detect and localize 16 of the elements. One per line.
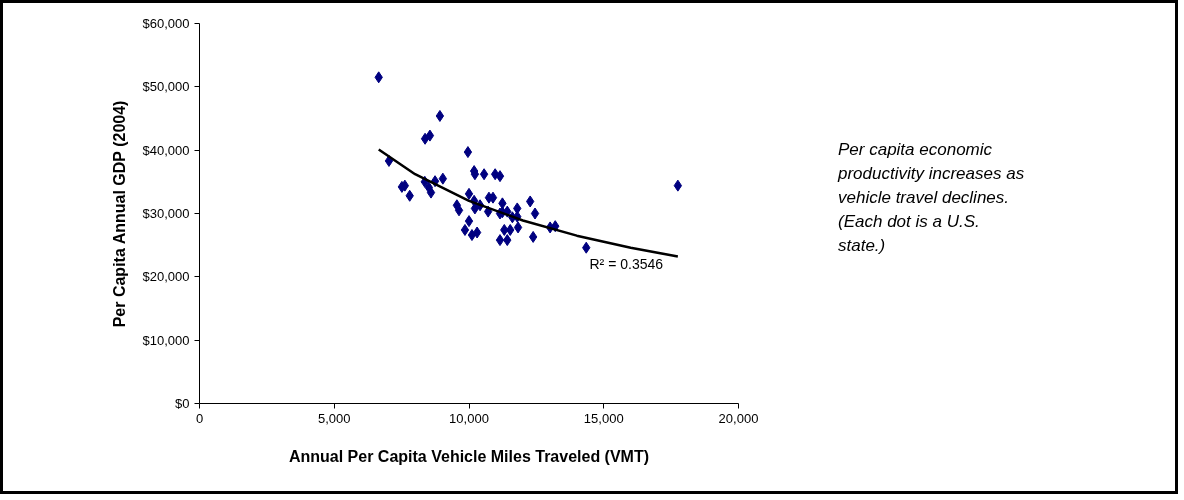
x-tick-label: 0: [195, 410, 204, 426]
x-axis-title: Annual Per Capita Vehicle Miles Traveled (VMT): [288, 447, 650, 465]
y-tick-label: $30,000: [142, 206, 190, 221]
x-tick-label: 20,000: [718, 410, 759, 426]
y-tick-label: $50,000: [142, 79, 190, 95]
y-tick-label: $0: [175, 396, 190, 411]
y-tick-label: $60,000: [142, 16, 190, 31]
y-tick-label: $10,000: [142, 332, 190, 348]
y-tick-label: $20,000: [142, 269, 190, 285]
x-tick-label: 5,000: [317, 410, 351, 426]
y-tick-label: $40,000: [142, 142, 190, 158]
y-axis-title: Per Capita Annual GDP (2004): [110, 100, 128, 328]
annotation: R² = 0.3546: [589, 255, 664, 272]
x-tick-label: 10,000: [449, 410, 489, 426]
text: Per capita economic productivity increases as vehicle travel declines. (Each dot is a U.S. state.): [838, 139, 1025, 257]
x-tick-label: 15,000: [583, 410, 624, 426]
